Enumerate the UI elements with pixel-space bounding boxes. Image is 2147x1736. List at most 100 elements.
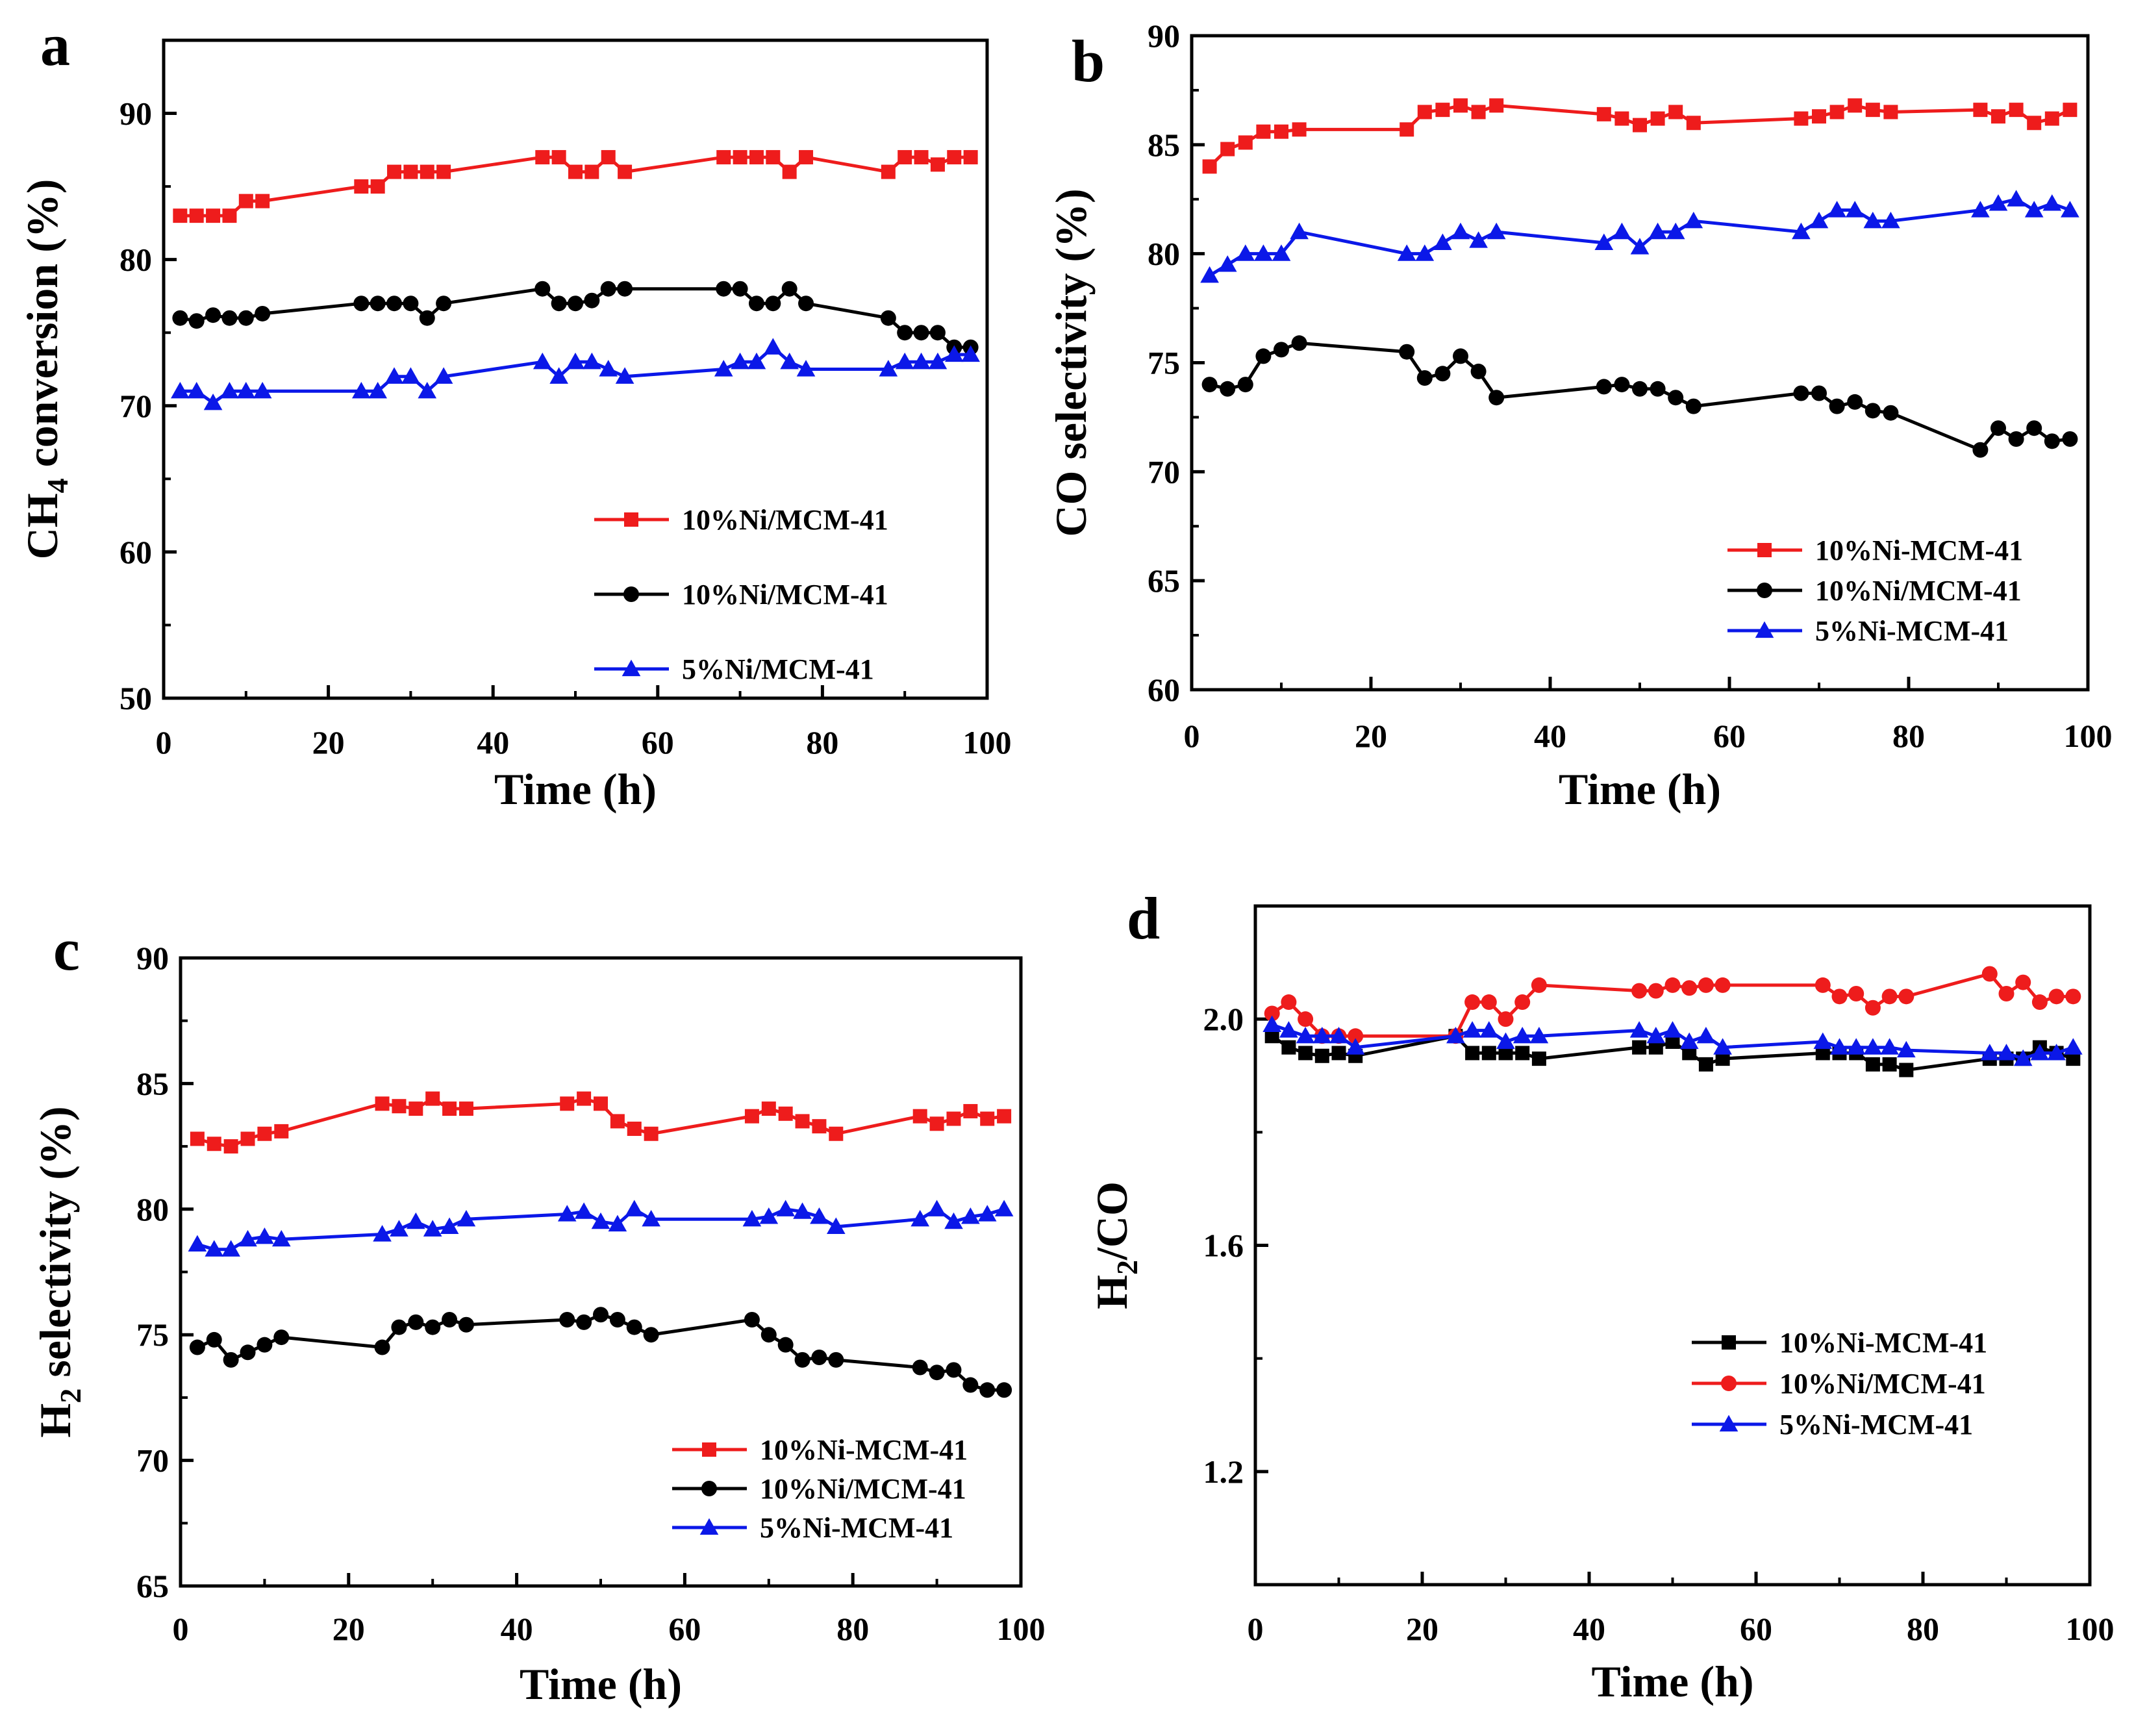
legend-marker	[1721, 1376, 1737, 1391]
data-point	[1254, 244, 1273, 261]
data-point	[418, 381, 437, 399]
data-point	[238, 1229, 257, 1247]
legend-marker	[699, 1518, 719, 1535]
data-point	[1696, 1026, 1716, 1044]
data-point	[600, 281, 616, 297]
data-point	[425, 1319, 441, 1335]
data-point	[387, 164, 402, 179]
data-point	[610, 1114, 625, 1129]
data-point	[794, 1352, 810, 1368]
data-point	[189, 208, 204, 223]
x-tick-label: 40	[477, 724, 509, 761]
x-axis-label: Time (h)	[1592, 1657, 1754, 1706]
data-point	[944, 345, 964, 362]
data-point	[1433, 233, 1452, 250]
x-tick-label: 0	[1248, 1611, 1264, 1647]
data-point	[1682, 1046, 1697, 1061]
data-point	[406, 1212, 425, 1229]
data-point	[1464, 994, 1481, 1011]
legend-marker	[622, 659, 641, 677]
x-tick-label: 40	[501, 1611, 533, 1647]
data-point	[1531, 977, 1547, 993]
data-point	[879, 360, 898, 377]
data-point	[1648, 983, 1664, 999]
legend-label: 10%Ni/MCM-41	[682, 579, 888, 610]
data-point	[1679, 1032, 1699, 1050]
panel-a: 0 20 40 60 80 100 50 60 70 80 90 Time (h) CH4 conver…	[18, 12, 1012, 814]
data-point	[392, 1099, 407, 1114]
data-point	[255, 1227, 274, 1244]
data-point	[1281, 994, 1297, 1011]
data-point	[609, 1311, 625, 1327]
legend: 10%Ni-MCM-41 10%Ni/MCM-41 5%Ni-MCM-41	[1727, 535, 2023, 647]
data-point	[1487, 222, 1506, 240]
legend-marker	[1755, 621, 1774, 638]
data-point	[403, 296, 419, 312]
data-point	[748, 296, 764, 312]
data-point	[1666, 222, 1685, 240]
data-point	[1846, 1038, 1866, 1055]
data-point	[1481, 994, 1497, 1011]
data-point	[962, 1377, 979, 1393]
data-point	[1668, 390, 1684, 406]
data-point	[1686, 116, 1701, 131]
x-tick-label: 100	[997, 1611, 1046, 1647]
data-point	[1470, 363, 1487, 379]
legend-marker	[1757, 543, 1772, 557]
data-point	[274, 1124, 289, 1138]
data-point	[994, 1200, 1014, 1216]
data-point	[2026, 420, 2042, 436]
x-tick-label: 80	[836, 1611, 869, 1647]
data-point	[1990, 420, 2006, 436]
data-point	[716, 150, 731, 165]
y-tick-label: 80	[119, 242, 152, 278]
data-point	[222, 208, 237, 223]
data-point	[1899, 1063, 1914, 1077]
x-tick-label: 40	[1573, 1611, 1605, 1647]
data-point	[744, 1109, 759, 1124]
series-1	[172, 281, 979, 355]
series-line	[1209, 197, 2071, 277]
data-point	[591, 1212, 610, 1229]
data-point	[1237, 377, 1253, 393]
data-point	[980, 1111, 995, 1126]
data-point	[1291, 335, 1307, 351]
data-point	[257, 1126, 272, 1141]
legend-label: 10%Ni-MCM-41	[1779, 1327, 1987, 1359]
data-point	[2013, 1049, 2033, 1066]
data-point	[566, 352, 585, 370]
data-point	[1346, 1038, 1365, 1055]
data-point	[2048, 988, 2065, 1005]
y-tick-label: 50	[119, 680, 152, 716]
data-point	[626, 1319, 642, 1335]
data-point	[1281, 1040, 1296, 1055]
data-point	[391, 1319, 407, 1335]
data-point	[1614, 111, 1629, 126]
data-point	[255, 305, 271, 321]
data-point	[577, 1091, 592, 1106]
data-point	[912, 1359, 928, 1376]
data-point	[425, 1091, 440, 1106]
data-point	[944, 1212, 963, 1229]
data-point	[1650, 111, 1665, 126]
data-point	[390, 1220, 408, 1237]
data-point	[643, 1327, 659, 1343]
data-point	[747, 352, 766, 370]
data-point	[187, 381, 207, 399]
data-point	[601, 150, 616, 165]
data-point	[2044, 433, 2060, 449]
x-tick-label: 20	[312, 724, 345, 761]
data-point	[255, 194, 270, 208]
data-point	[1864, 403, 1881, 419]
data-point	[559, 1311, 575, 1327]
data-point	[961, 1207, 980, 1224]
data-point	[1400, 122, 1414, 137]
y-tick-label: 85	[1148, 127, 1180, 163]
x-tick-label: 60	[1713, 718, 1746, 754]
data-point	[370, 296, 386, 312]
data-point	[584, 292, 600, 308]
y-axis-label: CO selectivity (%)	[1046, 188, 1096, 536]
y-tick-label: 60	[119, 534, 152, 570]
data-point	[403, 164, 418, 179]
